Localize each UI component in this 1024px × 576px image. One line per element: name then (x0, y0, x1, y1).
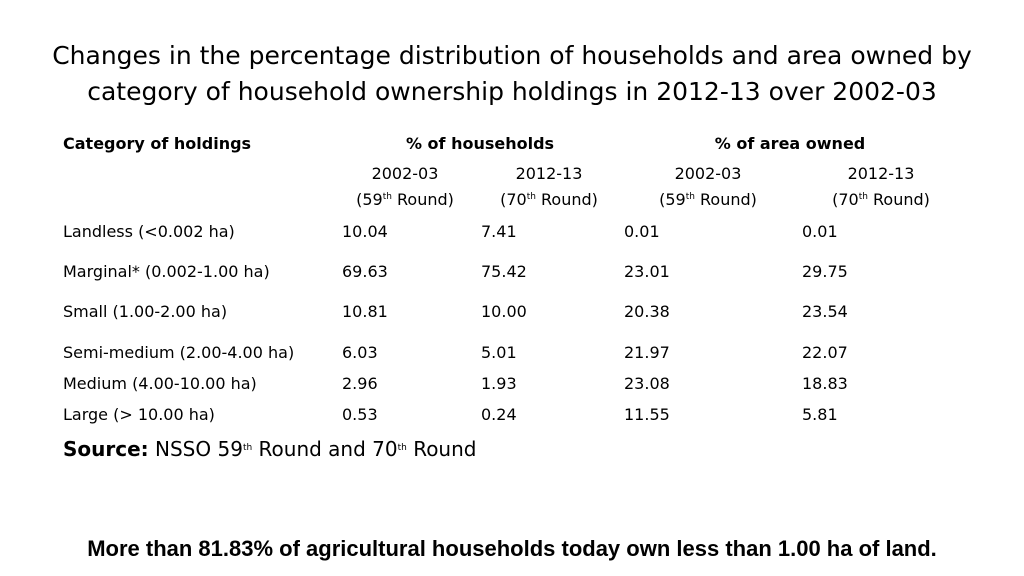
header-area-owned: % of area owned (714, 134, 866, 153)
table-cell: 69.63 (342, 262, 388, 281)
slide-title: Changes in the percentage distribution o… (40, 38, 984, 110)
row-category: Semi-medium (2.00-4.00 ha) (63, 343, 295, 362)
round-area-2012: (70th Round) (832, 190, 930, 209)
table-cell: 20.38 (624, 302, 670, 321)
table-cell: 22.07 (802, 343, 848, 362)
table-cell: 23.01 (624, 262, 670, 281)
year-households-2012: 2012-13 (515, 164, 583, 183)
source-note: Source: NSSO 59th Round and 70th Round (63, 437, 477, 461)
table-cell: 11.55 (624, 405, 670, 424)
table-cell: 0.53 (342, 405, 378, 424)
table-cell: 5.01 (481, 343, 517, 362)
table-cell: 7.41 (481, 222, 517, 241)
year-area-2002: 2002-03 (674, 164, 742, 183)
table-cell: 10.81 (342, 302, 388, 321)
table-cell: 6.03 (342, 343, 378, 362)
table-cell: 23.08 (624, 374, 670, 393)
table-cell: 23.54 (802, 302, 848, 321)
table-cell: 0.01 (802, 222, 838, 241)
table-cell: 0.01 (624, 222, 660, 241)
row-category: Small (1.00-2.00 ha) (63, 302, 228, 321)
round-area-2002: (59th Round) (659, 190, 757, 209)
year-area-2012: 2012-13 (847, 164, 915, 183)
footer-conclusion: More than 81.83% of agricultural househo… (87, 536, 937, 561)
table-cell: 75.42 (481, 262, 527, 281)
table-cell: 21.97 (624, 343, 670, 362)
table-cell: 18.83 (802, 374, 848, 393)
table-cell: 29.75 (802, 262, 848, 281)
table-cell: 10.04 (342, 222, 388, 241)
row-category: Large (> 10.00 ha) (63, 405, 215, 424)
table-cell: 5.81 (802, 405, 838, 424)
row-category: Marginal* (0.002-1.00 ha) (63, 262, 270, 281)
row-category: Medium (4.00-10.00 ha) (63, 374, 257, 393)
row-category: Landless (<0.002 ha) (63, 222, 235, 241)
year-households-2002: 2002-03 (371, 164, 439, 183)
round-households-2002: (59th Round) (356, 190, 454, 209)
table-cell: 1.93 (481, 374, 517, 393)
table-cell: 0.24 (481, 405, 517, 424)
header-category: Category of holdings (63, 134, 252, 153)
round-households-2012: (70th Round) (500, 190, 598, 209)
title-line-2: category of household ownership holdings… (87, 77, 937, 106)
table-cell: 2.96 (342, 374, 378, 393)
table-cell: 10.00 (481, 302, 527, 321)
source-label: Source: (63, 437, 149, 461)
header-households: % of households (405, 134, 555, 153)
title-line-1: Changes in the percentage distribution o… (52, 41, 972, 70)
